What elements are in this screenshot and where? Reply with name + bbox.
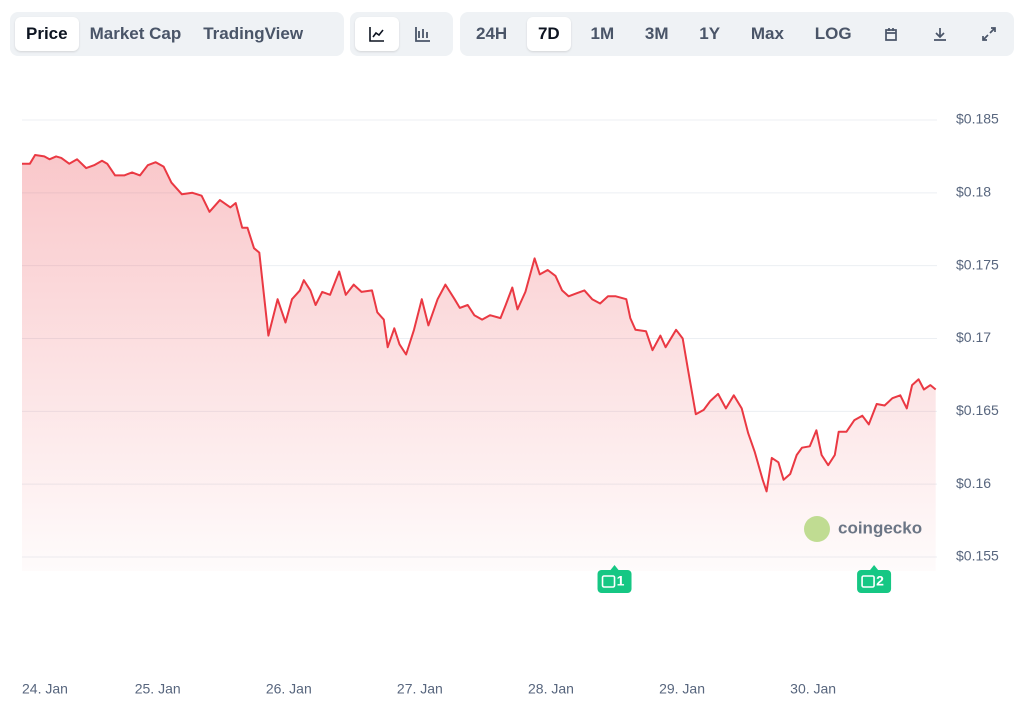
icon-button[interactable] xyxy=(871,17,911,51)
range-button[interactable]: LOG xyxy=(814,24,852,43)
icon xyxy=(885,28,898,41)
event-icon xyxy=(601,575,616,588)
range-button[interactable]: 3M xyxy=(644,24,669,43)
view-switch: Price Market Cap TradingView xyxy=(10,12,344,56)
price-line xyxy=(22,154,937,493)
range-switch: 24H 7D 1M 3M 1Y Max LOG xyxy=(460,12,1014,56)
watermark-text: coingecko xyxy=(838,518,922,537)
range-button[interactable]: 1Y xyxy=(699,24,721,43)
event-marker: 2 xyxy=(857,565,892,593)
x-tick-label: 24. Jan xyxy=(22,681,68,697)
event-marker: 1 xyxy=(597,565,632,593)
y-tick-label: $0.165 xyxy=(956,402,999,418)
icon xyxy=(982,27,996,41)
event-icon xyxy=(861,575,875,588)
watermark-logo xyxy=(804,516,830,542)
range-button[interactable]: 1M xyxy=(590,24,615,43)
watermark: coingecko xyxy=(804,516,922,542)
x-tick-label: 30. Jan xyxy=(790,681,836,697)
event-pointer xyxy=(610,565,619,570)
y-tick-label: $0.16 xyxy=(956,475,991,491)
range-button[interactable]: Max xyxy=(750,24,784,43)
event-label: 1 xyxy=(617,573,625,589)
chart-style-switch xyxy=(350,12,453,56)
y-tick-label: $0.18 xyxy=(956,184,991,200)
x-tick-label: 28. Jan xyxy=(528,681,574,697)
line-chart-button[interactable] xyxy=(355,17,399,51)
view-button[interactable]: Price xyxy=(15,17,79,51)
x-tick-label: 25. Jan xyxy=(135,681,181,697)
icon-button[interactable] xyxy=(920,17,960,51)
view-button[interactable]: TradingView xyxy=(203,24,304,43)
range-button[interactable]: 24H xyxy=(476,24,508,43)
x-tick-label: 27. Jan xyxy=(397,681,443,697)
y-tick-label: $0.155 xyxy=(956,548,999,564)
candle-chart-button[interactable] xyxy=(399,17,448,51)
y-tick-label: $0.17 xyxy=(956,329,991,345)
y-tick-label: $0.185 xyxy=(956,111,999,127)
x-tick-label: 26. Jan xyxy=(266,681,312,697)
range-button[interactable]: 7D xyxy=(526,17,571,51)
icon xyxy=(934,28,947,41)
x-tick-label: 29. Jan xyxy=(659,681,705,697)
candle-icon xyxy=(415,27,431,42)
icon-button[interactable] xyxy=(969,17,1009,51)
line-icon xyxy=(368,27,384,42)
y-tick-label: $0.175 xyxy=(956,256,999,272)
event-label: 2 xyxy=(876,573,884,589)
event-pointer xyxy=(870,565,879,570)
view-button[interactable]: Market Cap xyxy=(89,24,182,43)
price-area xyxy=(22,155,936,571)
